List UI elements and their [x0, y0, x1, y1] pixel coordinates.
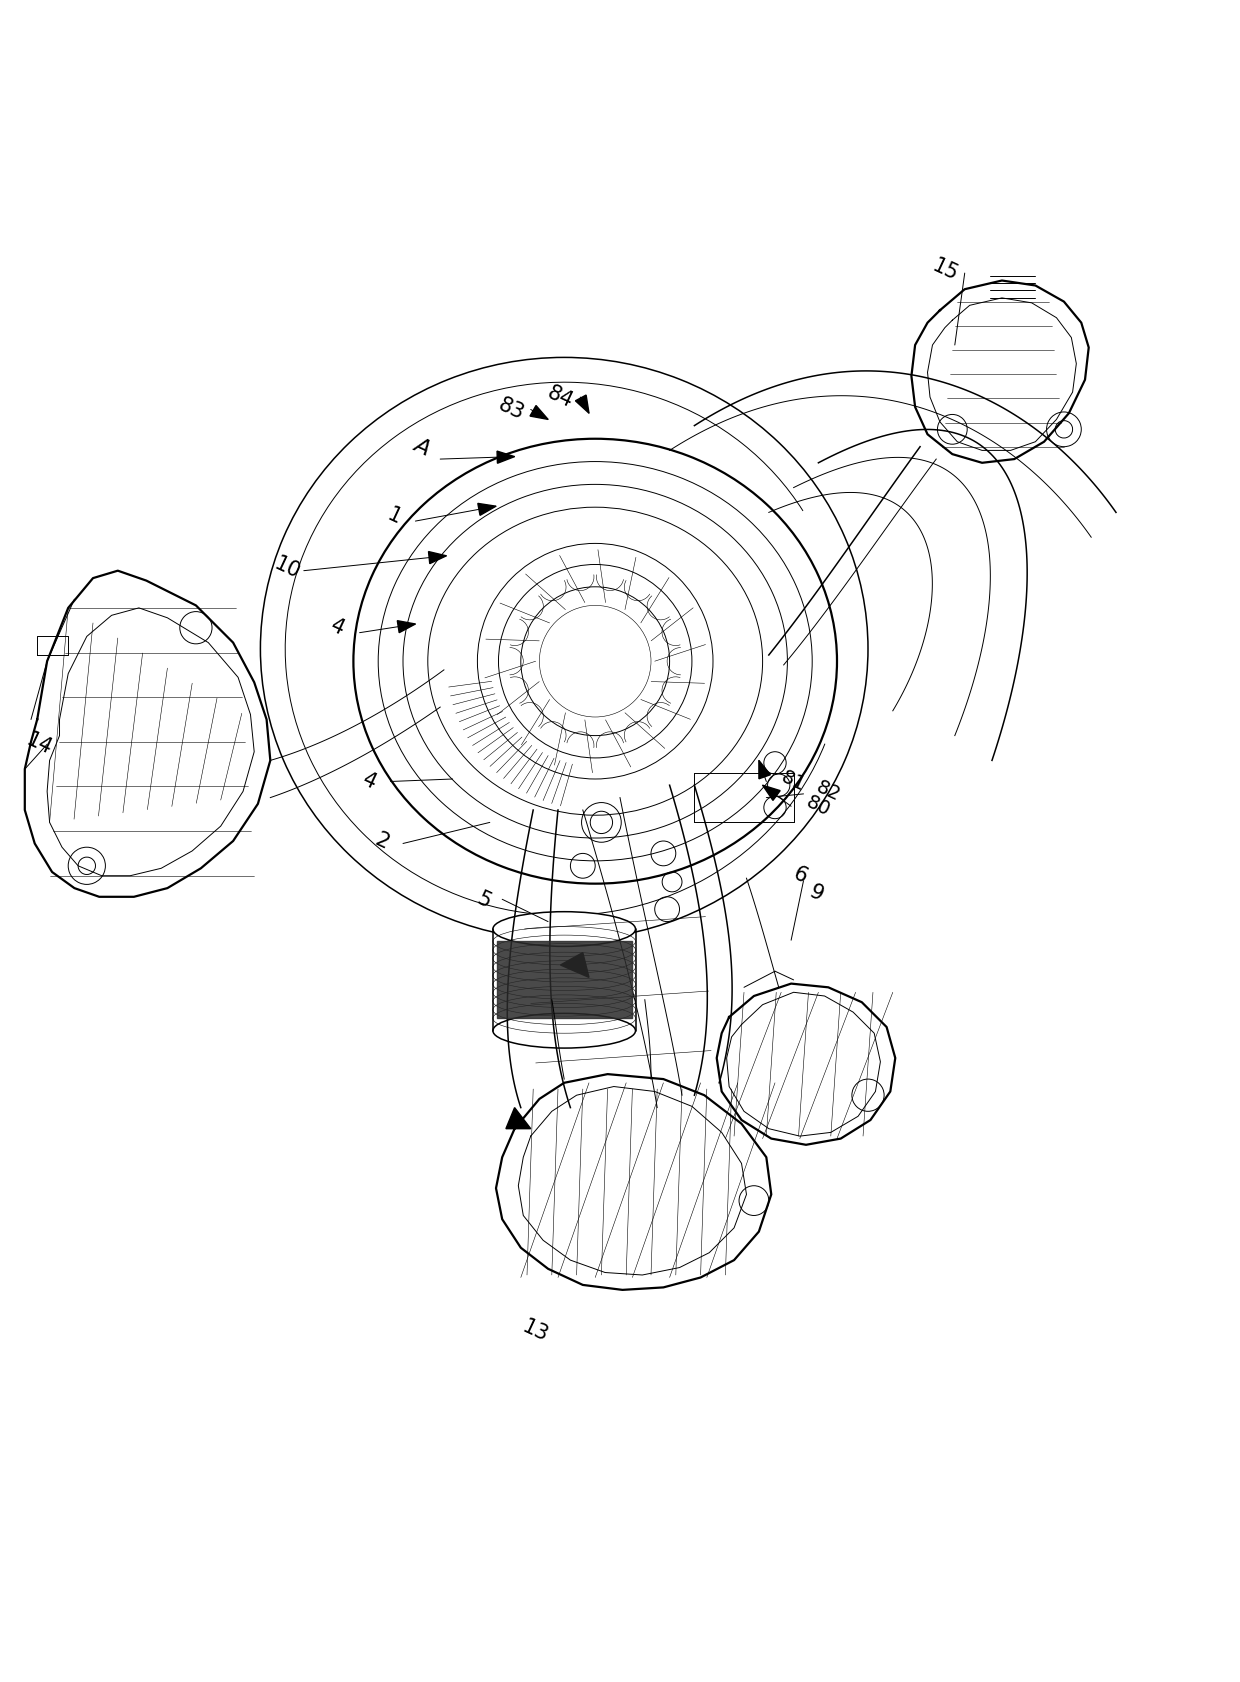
Text: 83: 83	[495, 395, 527, 424]
Polygon shape	[763, 785, 780, 801]
Ellipse shape	[494, 912, 635, 947]
Polygon shape	[397, 621, 415, 632]
Text: A: A	[410, 434, 433, 459]
Polygon shape	[575, 395, 589, 414]
Text: 80: 80	[804, 792, 833, 821]
Text: 10: 10	[272, 553, 304, 584]
Text: 9: 9	[806, 881, 826, 905]
Text: 4: 4	[327, 616, 347, 639]
Text: 4: 4	[360, 770, 379, 794]
Polygon shape	[429, 552, 446, 563]
Polygon shape	[560, 952, 589, 977]
Text: 82: 82	[813, 777, 843, 806]
Text: 6: 6	[790, 865, 810, 888]
Text: 84: 84	[544, 382, 577, 412]
Text: 81: 81	[779, 767, 808, 796]
Polygon shape	[529, 405, 548, 419]
Text: 13: 13	[520, 1315, 552, 1346]
Text: 1: 1	[384, 505, 404, 528]
Text: 14: 14	[24, 730, 56, 759]
Polygon shape	[759, 760, 770, 779]
Ellipse shape	[494, 1013, 635, 1048]
Text: 15: 15	[929, 256, 961, 286]
Text: 5: 5	[474, 888, 494, 912]
Polygon shape	[506, 1108, 531, 1129]
Polygon shape	[497, 451, 515, 463]
Text: 2: 2	[372, 829, 392, 853]
Polygon shape	[477, 503, 496, 515]
